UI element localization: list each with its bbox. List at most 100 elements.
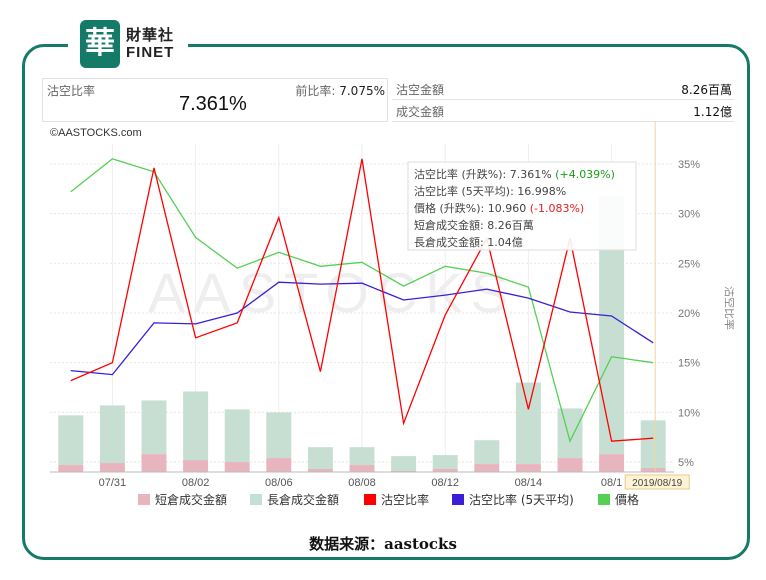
axes: 35% 30% 25% 20% 15% 10% 5% 07/31 08/02 08/06 08/08… <box>50 159 737 490</box>
short-ratio-label: 沽空比率 <box>47 84 96 98</box>
x-tick-label: 08/12 <box>431 477 459 489</box>
legend-swatch <box>452 494 464 505</box>
long-bar <box>391 456 417 472</box>
turnover-row: 成交金額 1.12億 <box>392 100 734 122</box>
long-bar <box>266 412 292 459</box>
short-bar <box>515 464 541 472</box>
y-tick-label: 20% <box>678 308 700 320</box>
logo-brand-en: FINET <box>126 44 175 61</box>
chart-svg: AASTOCKS 35% 30% 25% 20% 15% 10% 5% 07/31 08/02 0… <box>42 122 737 514</box>
prev-ratio-value: 7.075% <box>339 84 385 98</box>
long-bar <box>515 382 541 465</box>
legend: 短倉成交金額 長倉成交金額 沽空比率 沽空比率 (5天平均) 價格 <box>138 492 639 507</box>
legend-swatch <box>364 494 376 505</box>
tooltip-label: 沽空比率 (5天平均): <box>414 184 517 198</box>
short-selling-chart: AASTOCKS 35% 30% 25% 20% 15% 10% 5% 07/31 08/02 0… <box>42 122 737 514</box>
long-bar <box>432 455 458 470</box>
long-bar <box>224 409 250 463</box>
y-tick-label: 15% <box>678 358 700 370</box>
content-frame <box>22 44 750 560</box>
tooltip-change: (+4.039%) <box>552 168 615 181</box>
long-bar <box>183 391 209 461</box>
date-badge <box>624 474 690 490</box>
short-bar <box>183 460 209 472</box>
y-tick-label: 25% <box>678 258 700 270</box>
long-bar <box>307 447 333 470</box>
short-bar <box>141 454 167 472</box>
short-bar <box>599 454 625 472</box>
stats-panel: 沽空比率 7.361% 前比率: 7.075% 沽空金額 8.26百萬 成交金額… <box>42 78 734 122</box>
short-turnover-label: 沽空金額 <box>396 83 445 97</box>
y-tick-label: 10% <box>678 407 700 419</box>
tooltip-row: 沽空比率 (升跌%): 7.361% (+4.039%) <box>414 167 615 181</box>
legend-label: 價格 <box>615 492 639 507</box>
legend-label: 短倉成交金額 <box>155 492 227 507</box>
x-tick-label: 08/02 <box>182 477 210 489</box>
series-line-4 <box>70 158 654 444</box>
tooltip: 沽空比率 (升跌%): 7.361% (+4.039%) 沽空比率 (5天平均):… <box>407 161 637 251</box>
short-bar <box>224 462 250 472</box>
watermark: AASTOCKS <box>148 261 516 324</box>
y-tick-label: 30% <box>678 209 700 221</box>
tooltip-value: 10.960 <box>488 202 527 215</box>
short-bar <box>307 469 333 472</box>
tooltip-label: 短倉成交金額: <box>414 218 487 232</box>
y-tick-label: 35% <box>678 159 700 171</box>
logo-brand-cn: 財華社 <box>126 26 175 44</box>
short-turnover-value: 8.26百萬 <box>681 83 732 97</box>
y-axis-title: 沽空比率 <box>723 286 734 330</box>
short-ratio-value: 7.361% <box>179 93 247 115</box>
long-bar <box>474 440 500 465</box>
tooltip-label: 沽空比率 (升跌%): <box>414 167 510 181</box>
tooltip-label: 價格 (升跌%): <box>414 201 488 215</box>
prev-ratio: 前比率: 7.075% <box>295 82 385 99</box>
tooltip-box <box>407 161 637 251</box>
legend-swatch <box>250 494 262 505</box>
tooltip-value: 8.26百萬 <box>487 219 534 232</box>
x-tick-label: 08/06 <box>265 477 293 489</box>
logo-seal: 華 <box>80 20 120 68</box>
short-bar <box>266 458 292 472</box>
short-turnover-row: 沽空金額 8.26百萬 <box>392 78 734 100</box>
long-bar <box>58 415 84 466</box>
tooltip-value: 1.04億 <box>487 236 523 249</box>
tooltip-label: 長倉成交金額: <box>414 235 487 249</box>
turnover-label: 成交金額 <box>396 105 445 119</box>
short-ratio-box: 沽空比率 7.361% 前比率: 7.075% <box>42 78 388 122</box>
long-bar <box>640 420 666 469</box>
series-line-2 <box>70 158 654 442</box>
tooltip-row: 短倉成交金額: 8.26百萬 <box>414 218 534 232</box>
turnover-box: 沽空金額 8.26百萬 成交金額 1.12億 <box>392 78 734 122</box>
legend-swatch <box>138 494 150 505</box>
date-badge-label: 2019/08/19 <box>632 478 682 489</box>
x-tick-label: 08/1 <box>601 477 622 489</box>
short-bar <box>58 465 84 472</box>
legend-swatch <box>598 494 610 505</box>
short-bar <box>557 458 583 472</box>
turnover-value: 1.12億 <box>693 105 732 119</box>
tooltip-row: 長倉成交金額: 1.04億 <box>414 235 523 249</box>
legend-label: 長倉成交金額 <box>267 492 339 507</box>
long-bar <box>141 400 167 455</box>
long-bar <box>99 405 125 464</box>
long-bar <box>557 408 583 459</box>
tooltip-value: 7.361% <box>510 168 552 181</box>
data-source: 数据来源：aastocks <box>309 535 457 553</box>
short-bar <box>640 468 666 472</box>
copyright: ©AASTOCKS.com <box>50 127 142 139</box>
series-line-3 <box>70 281 654 376</box>
tooltip-change: (-1.083%) <box>526 202 584 215</box>
short-bar <box>432 469 458 472</box>
tooltip-value: 16.998% <box>517 185 566 198</box>
tooltip-row: 沽空比率 (5天平均): 16.998% <box>414 184 566 198</box>
legend-label: 沽空比率 (5天平均) <box>469 492 574 507</box>
line-series <box>70 158 654 444</box>
short-bar <box>474 464 500 472</box>
x-tick-label: 08/08 <box>348 477 376 489</box>
finet-logo: 華 財華社 FINET <box>68 16 188 70</box>
legend-label: 沽空比率 <box>381 492 429 507</box>
long-bar <box>349 447 375 466</box>
short-bar <box>349 465 375 472</box>
tooltip-row: 價格 (升跌%): 10.960 (-1.083%) <box>414 201 584 215</box>
y-tick-label: 5% <box>678 457 694 469</box>
